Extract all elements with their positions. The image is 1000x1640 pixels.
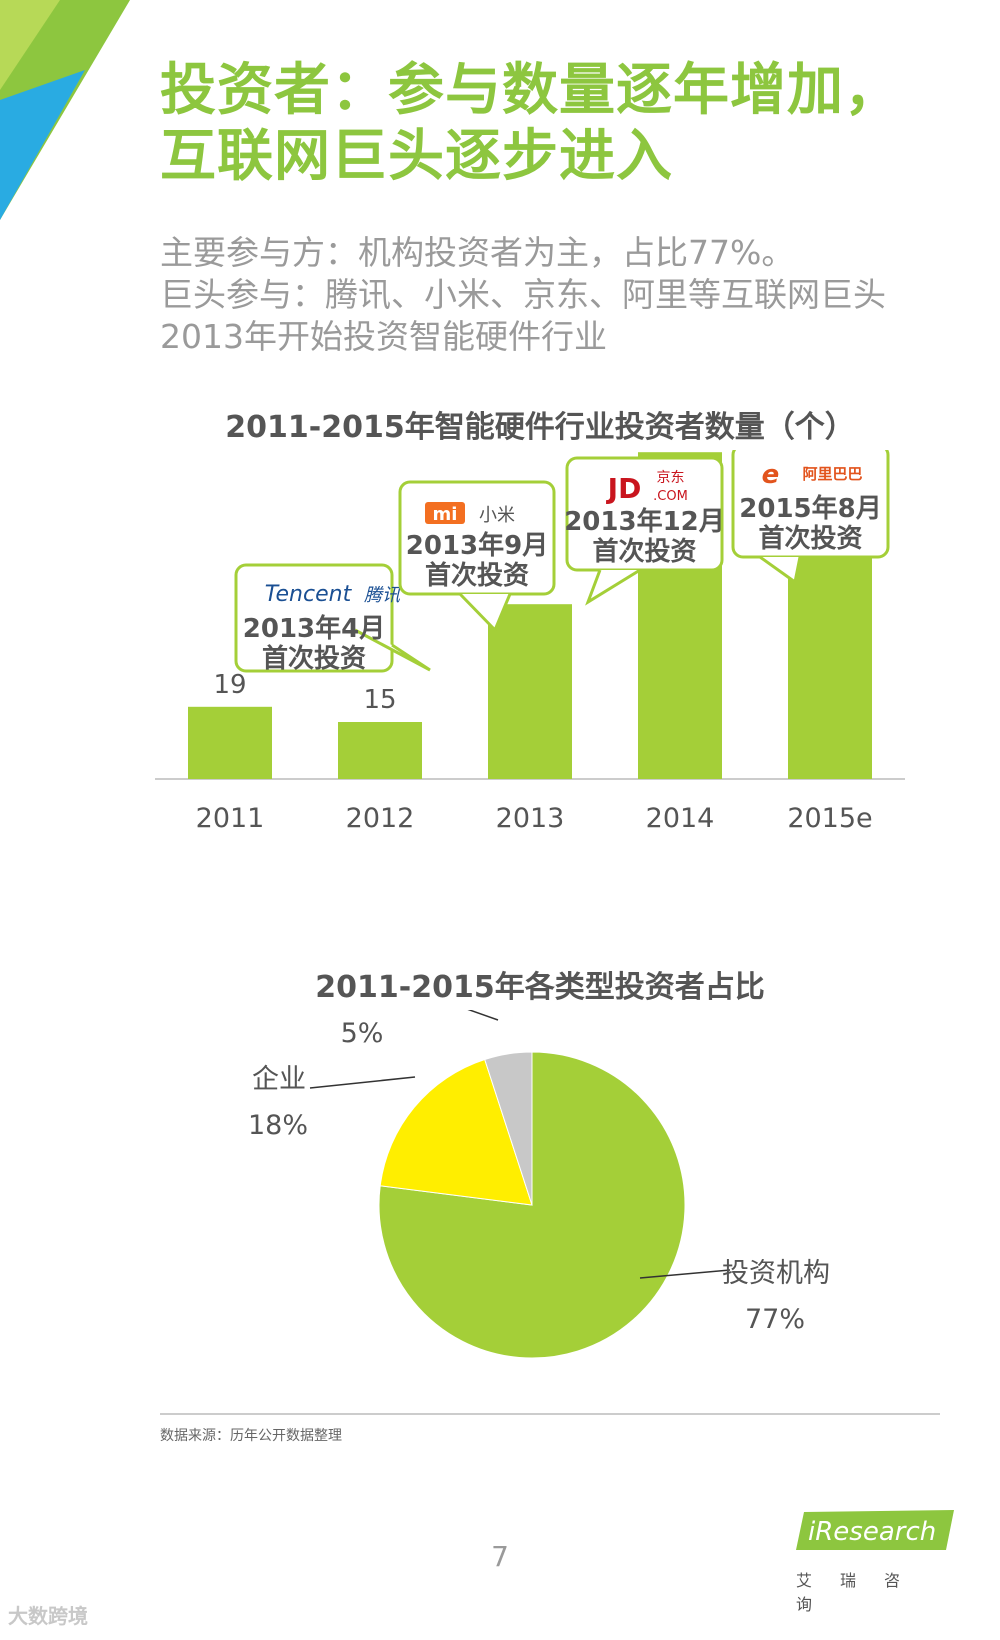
source-divider bbox=[160, 1413, 940, 1415]
callout-tail bbox=[759, 555, 802, 585]
subtitle-line-3: 2013年开始投资智能硬件行业 bbox=[160, 317, 607, 356]
pie-leader-0 bbox=[639, 1269, 731, 1279]
logo-text: mi bbox=[433, 504, 458, 525]
pie-value-1: 18% bbox=[248, 1110, 308, 1141]
x-tick-2014: 2014 bbox=[646, 803, 715, 834]
logo-e: e 阿里巴巴 bbox=[762, 460, 863, 490]
brand-text: iResearch bbox=[808, 1517, 936, 1547]
callout-date: 2013年4月 bbox=[243, 613, 385, 644]
pie-leader-1 bbox=[309, 1076, 416, 1089]
logo-jd: JD 京东 .COM bbox=[606, 470, 688, 505]
pie-leader-2 bbox=[467, 1010, 499, 1021]
callout-date: 2015年8月 bbox=[739, 493, 881, 524]
callout-note: 首次投资 bbox=[425, 560, 529, 591]
title-line-2: 互联网巨头逐步进入 bbox=[160, 124, 673, 189]
callout-note: 首次投资 bbox=[592, 536, 696, 567]
callout-date: 2013年9月 bbox=[406, 530, 548, 561]
pie-label-1: 企业 bbox=[252, 1064, 306, 1095]
logo-sub-text: .COM bbox=[653, 489, 688, 504]
watermark: 大数跨境 bbox=[8, 1604, 88, 1628]
callout-tail bbox=[458, 592, 512, 633]
logo-text: e bbox=[762, 460, 780, 490]
pie-value-2: 5% bbox=[341, 1018, 384, 1049]
data-source: 数据来源：历年公开数据整理 bbox=[160, 1428, 342, 1444]
mi-badge bbox=[425, 502, 465, 524]
iresearch-logo: iResearch bbox=[796, 1510, 954, 1550]
logo-text: Tencent bbox=[265, 582, 353, 607]
logo-cn-text: 阿里巴巴 bbox=[802, 465, 862, 483]
callout-box bbox=[234, 563, 394, 673]
callout-date: 2013年12月 bbox=[564, 506, 725, 537]
bar-chart-title: 2011-2015年智能硬件行业投资者数量（个） bbox=[225, 410, 855, 445]
subtitle-line-1: 主要参与方：机构投资者为主，占比77%。 bbox=[160, 233, 795, 272]
callout-tail bbox=[354, 628, 431, 672]
pie-chart-title: 2011-2015年各类型投资者占比 bbox=[315, 970, 765, 1005]
x-tick-2013: 2013 bbox=[496, 803, 565, 834]
page-number: 7 bbox=[491, 1540, 509, 1573]
logo-cn-text: 小米 bbox=[479, 505, 515, 526]
x-tick-2012: 2012 bbox=[346, 803, 415, 834]
logo-mi: mi 小米 bbox=[425, 502, 515, 526]
bar-2013 bbox=[488, 604, 572, 779]
callout-box bbox=[565, 456, 724, 572]
bar-2011 bbox=[188, 706, 272, 779]
logo-cn-text: 京东 bbox=[657, 470, 685, 486]
pie-label-0: 投资机构 bbox=[722, 1258, 830, 1289]
x-tick-2011: 2011 bbox=[196, 803, 265, 834]
pie-slice-1 bbox=[379, 1058, 533, 1206]
callout-note: 首次投资 bbox=[758, 523, 862, 554]
pie-slice-2 bbox=[484, 1051, 533, 1206]
pie-value-0: 77% bbox=[745, 1304, 805, 1335]
logo-cn-text: 腾讯 bbox=[364, 585, 401, 606]
title-line-1: 投资者：参与数量逐年增加， bbox=[160, 58, 901, 123]
corner-decoration bbox=[0, 0, 130, 220]
subtitle-line-2: 巨头参与：腾讯、小米、京东、阿里等互联网巨头 bbox=[160, 275, 886, 314]
callout-note: 首次投资 bbox=[262, 643, 366, 674]
value-label-2012: 15 bbox=[363, 685, 396, 715]
value-label-2011: 19 bbox=[213, 670, 246, 700]
pie-slice-0 bbox=[378, 1051, 686, 1359]
page-subtitle: 主要参与方：机构投资者为主，占比77%。 巨头参与：腾讯、小米、京东、阿里等互联… bbox=[160, 232, 980, 358]
page-title: 投资者：参与数量逐年增加， 互联网巨头逐步进入 bbox=[160, 58, 960, 190]
logo-tencent: Tencent 腾讯 bbox=[265, 582, 401, 607]
bar-chart: 192011152012462013862014882015eTencent腾讯… bbox=[155, 450, 905, 834]
x-tick-2015e: 2015e bbox=[787, 803, 872, 834]
logo-text: JD bbox=[606, 472, 642, 505]
brand-subtitle: 艾瑞咨询 bbox=[796, 1571, 929, 1614]
bar-2012 bbox=[338, 722, 422, 779]
callout-tail bbox=[585, 568, 641, 606]
callout-box bbox=[731, 450, 890, 559]
